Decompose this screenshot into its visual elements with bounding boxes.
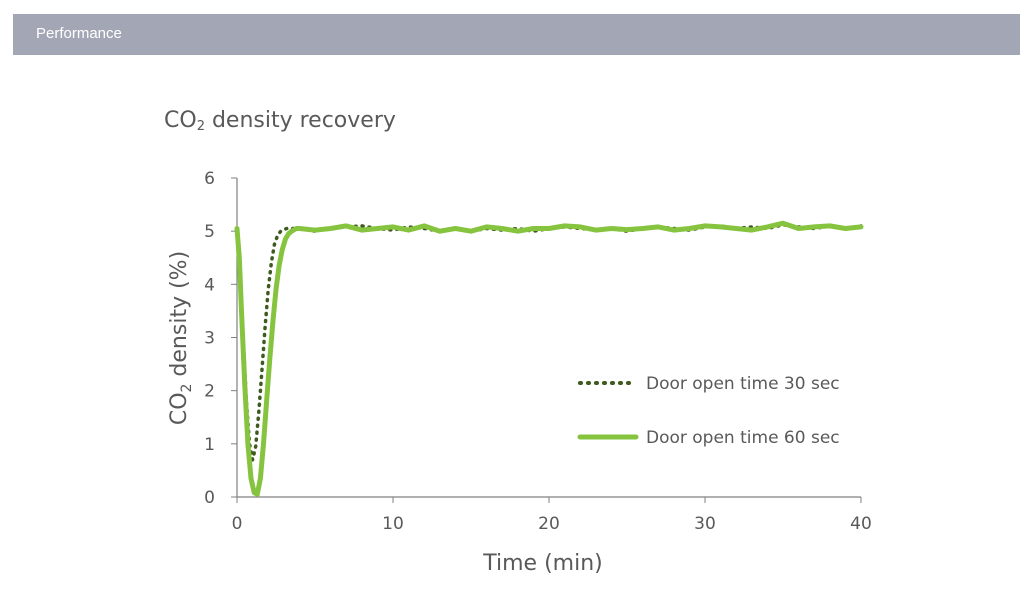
y-tick-label: 6: [204, 169, 215, 189]
chart-title: CO2 density recovery: [164, 108, 396, 134]
y-axis-label-subscript: 2: [179, 384, 195, 393]
legend-label-60-sec: Door open time 60 sec: [646, 428, 840, 448]
y-axis-label-suffix: density (%): [167, 251, 192, 384]
y-tick-label: 5: [204, 222, 215, 242]
y-axis-label-prefix: CO: [167, 392, 192, 425]
chart-series: [234, 220, 864, 497]
x-tick-label: 10: [382, 514, 404, 534]
y-tick-label: 4: [204, 275, 215, 295]
y-tick-label: 3: [204, 329, 215, 349]
series-line-30-sec: [235, 223, 863, 462]
chart-title-prefix: CO: [164, 108, 197, 133]
y-axis-label: CO2 density (%): [167, 251, 195, 425]
series-line-60-sec: [234, 220, 864, 497]
y-tick-label: 2: [204, 382, 215, 402]
x-tick-label: 20: [538, 514, 560, 534]
section-title: Performance: [36, 25, 122, 42]
x-tick-label: 0: [232, 514, 243, 534]
x-tick-label: 30: [694, 514, 716, 534]
chart-title-suffix: density recovery: [204, 108, 396, 133]
chart-title-subscript: 2: [196, 119, 205, 134]
section-header-bar: Performance: [13, 14, 1020, 55]
x-axis-label: Time (min): [482, 551, 603, 576]
chart-legend: Door open time 30 sec Door open time 60 s…: [577, 374, 840, 448]
legend-label-30-sec: Door open time 30 sec: [646, 374, 840, 394]
y-tick-label: 0: [204, 488, 215, 508]
y-tick-label: 1: [204, 435, 215, 455]
x-tick-label: 40: [850, 514, 872, 534]
